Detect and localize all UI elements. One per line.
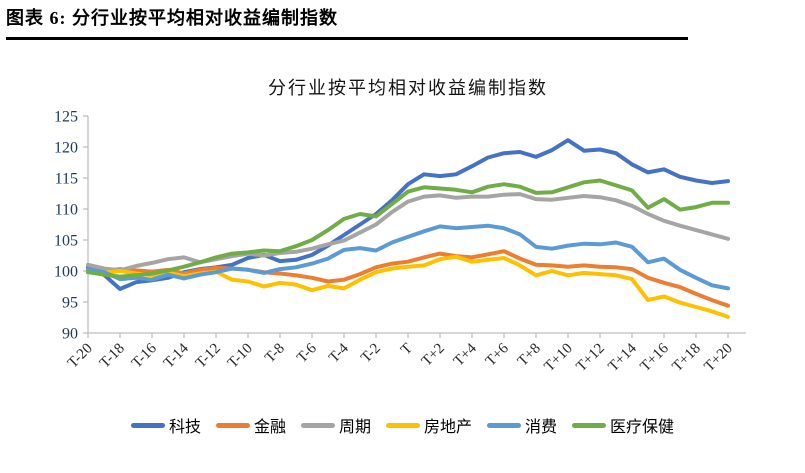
legend-label: 周期 — [338, 419, 371, 436]
y-tick-label: 90 — [62, 326, 78, 343]
legend-swatch — [386, 422, 420, 428]
legend-label: 房地产 — [424, 419, 473, 436]
legend-swatch — [572, 422, 607, 428]
x-tick-label: T+20 — [701, 341, 735, 375]
y-tick-label: 100 — [54, 264, 78, 281]
legend-swatch — [300, 422, 335, 428]
chart-title: 分行业按平均相对收益编制指数 — [268, 78, 548, 98]
y-tick-label: 110 — [55, 202, 78, 219]
legend-item: 科技 — [130, 413, 201, 437]
legend-item: 医疗保健 — [572, 413, 674, 437]
x-tick-label: T — [398, 341, 416, 359]
legend-item: 周期 — [300, 413, 371, 437]
chart-legend: 科技 金融 周期 房地产 消费 医疗保健 — [0, 413, 805, 437]
legend-item: 房地产 — [386, 413, 472, 437]
x-tick-label: T-2 — [358, 341, 384, 367]
legend-swatch — [130, 422, 165, 428]
x-tick-label: T+18 — [669, 341, 703, 375]
series-line-医疗保健 — [86, 178, 730, 279]
series-line-周期 — [86, 192, 730, 273]
x-tick-label: T-4 — [326, 340, 352, 366]
x-tick-label: T-18 — [97, 341, 128, 372]
y-tick-label: 115 — [55, 171, 78, 188]
x-tick-label: T+16 — [637, 340, 672, 375]
x-tick-label: T-14 — [161, 340, 192, 371]
x-tick-label: T+2 — [419, 341, 448, 370]
legend-swatch — [215, 422, 250, 428]
y-tick-label: 105 — [54, 233, 78, 250]
x-tick-label: T-8 — [262, 341, 288, 367]
x-tick-label: T+4 — [451, 340, 480, 369]
x-tick-label: T-16 — [129, 340, 160, 371]
x-tick-label: T+8 — [515, 341, 544, 370]
x-tick-label: T-10 — [225, 341, 256, 372]
x-tick-label: T-12 — [193, 341, 224, 372]
legend-label: 科技 — [168, 419, 201, 436]
x-tick-label: T+10 — [541, 341, 575, 375]
figure-caption: 图表 6: 分行业按平均相对收益编制指数 — [6, 4, 688, 40]
y-tick-label: 95 — [62, 295, 78, 312]
legend-label: 金融 — [253, 419, 286, 436]
x-tick-label: T+14 — [605, 340, 640, 375]
legend-swatch — [487, 422, 522, 428]
series-line-金融 — [86, 249, 730, 308]
x-tick-label: T-20 — [65, 341, 96, 372]
x-tick-label: T-6 — [294, 340, 320, 366]
legend-item: 消费 — [487, 413, 557, 437]
y-tick-label: 125 — [54, 109, 78, 126]
series-line-消费 — [86, 223, 730, 291]
legend-label: 医疗保健 — [610, 419, 675, 436]
legend-label: 消费 — [525, 419, 558, 436]
legend-item: 金融 — [215, 413, 286, 437]
y-tick-label: 120 — [54, 140, 78, 157]
x-tick-label: T+12 — [573, 341, 607, 375]
x-tick-label: T+6 — [483, 340, 512, 369]
